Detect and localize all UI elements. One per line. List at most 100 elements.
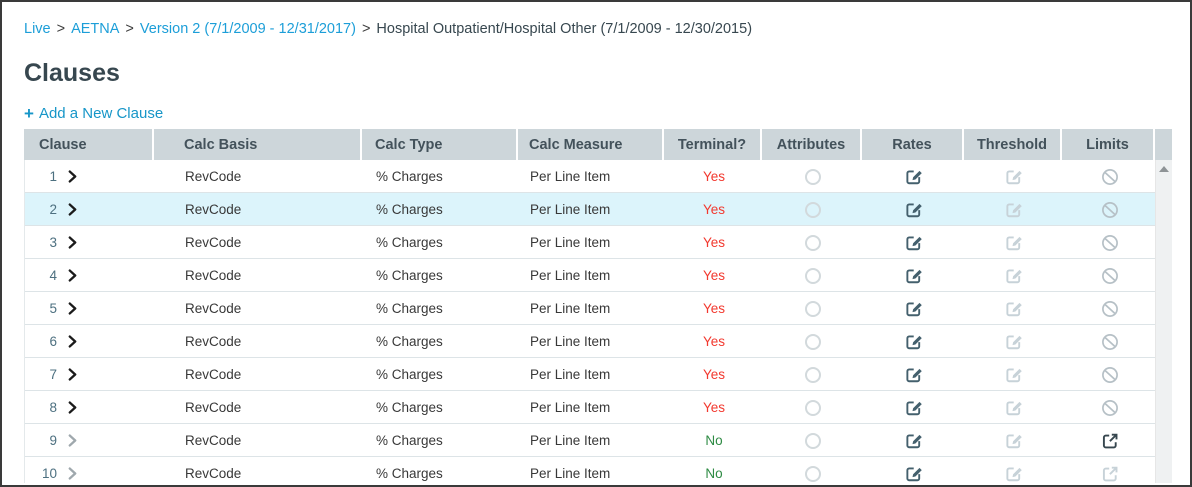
terminal-value: No xyxy=(705,433,723,448)
attributes-radio[interactable] xyxy=(805,267,821,284)
expand-chevron-icon[interactable] xyxy=(68,170,77,183)
attributes-radio[interactable] xyxy=(805,201,821,218)
clause-cell: 3 xyxy=(25,226,155,259)
calc-measure-cell: Per Line Item xyxy=(530,367,611,382)
limits-external-link-icon[interactable] xyxy=(1101,432,1119,450)
threshold-edit-icon xyxy=(1005,234,1023,252)
table-row: 3 RevCode % Charges Per Line Item Yes xyxy=(25,226,1156,259)
breadcrumb-link[interactable]: AETNA xyxy=(71,21,120,37)
expand-chevron-icon[interactable] xyxy=(68,236,77,249)
threshold-edit-icon xyxy=(1005,399,1023,417)
clause-cell: 9 xyxy=(25,424,155,457)
attributes-radio[interactable] xyxy=(805,432,821,449)
calc-basis-cell: RevCode xyxy=(185,202,242,217)
rates-cell xyxy=(863,358,965,391)
terminal-cell: Yes xyxy=(665,193,763,226)
attributes-radio[interactable] xyxy=(805,234,821,251)
calc-measure-cell: Per Line Item xyxy=(530,334,611,349)
attributes-radio[interactable] xyxy=(805,333,821,350)
terminal-value: Yes xyxy=(702,367,726,382)
rates-edit-icon[interactable] xyxy=(905,432,923,450)
expand-chevron-icon[interactable] xyxy=(68,368,77,381)
calc-measure-cell: Per Line Item xyxy=(530,169,611,184)
table-row: 10 RevCode % Charges Per Line Item No xyxy=(25,457,1156,483)
expand-chevron-icon[interactable] xyxy=(68,401,77,414)
threshold-edit-icon xyxy=(1005,267,1023,285)
header-scrollbar-spacer xyxy=(1155,129,1172,160)
threshold-cell xyxy=(965,193,1063,226)
attributes-cell xyxy=(763,391,863,424)
terminal-value: No xyxy=(705,466,723,481)
attributes-radio[interactable] xyxy=(805,399,821,416)
expand-chevron-icon[interactable] xyxy=(68,335,77,348)
expand-chevron-icon[interactable] xyxy=(68,302,77,315)
breadcrumb-link[interactable]: Live xyxy=(24,21,51,37)
clause-cell: 7 xyxy=(25,358,155,391)
add-new-clause-link[interactable]: + Add a New Clause xyxy=(24,104,163,124)
table-row: 5 RevCode % Charges Per Line Item Yes xyxy=(25,292,1156,325)
calc-type-cell: % Charges xyxy=(376,400,443,415)
attributes-cell xyxy=(763,457,863,483)
clause-number: 2 xyxy=(49,202,57,217)
table-row: 4 RevCode % Charges Per Line Item Yes xyxy=(25,259,1156,292)
attributes-cell xyxy=(763,160,863,193)
table-row: 2 RevCode % Charges Per Line Item Yes xyxy=(25,193,1156,226)
limits-blocked-icon xyxy=(1101,168,1119,186)
calc-type-cell: % Charges xyxy=(376,466,443,481)
rates-edit-icon[interactable] xyxy=(905,201,923,219)
terminal-value: Yes xyxy=(702,334,726,349)
rates-edit-icon[interactable] xyxy=(905,300,923,318)
expand-chevron-icon[interactable] xyxy=(68,269,77,282)
rates-edit-icon[interactable] xyxy=(905,168,923,186)
clause-number: 6 xyxy=(49,334,57,349)
table-scrollbar[interactable] xyxy=(1155,160,1172,483)
limits-blocked-icon xyxy=(1101,399,1119,417)
calc-type-cell: % Charges xyxy=(376,202,443,217)
attributes-radio[interactable] xyxy=(805,300,821,317)
clauses-table: Clause Calc Basis Calc Type Calc Measure Ter… xyxy=(24,129,1172,483)
rates-edit-icon[interactable] xyxy=(905,399,923,417)
limits-blocked-icon xyxy=(1101,300,1119,318)
clause-cell: 8 xyxy=(25,391,155,424)
expand-chevron-icon[interactable] xyxy=(68,434,77,447)
column-header-calc-measure: Calc Measure xyxy=(518,129,664,160)
threshold-edit-icon xyxy=(1005,366,1023,384)
terminal-value: Yes xyxy=(702,202,726,217)
limits-cell xyxy=(1063,226,1156,259)
rates-cell xyxy=(863,424,965,457)
attributes-radio[interactable] xyxy=(805,366,821,383)
breadcrumb-link[interactable]: Version 2 (7/1/2009 - 12/31/2017) xyxy=(139,21,356,37)
rates-edit-icon[interactable] xyxy=(905,234,923,252)
rates-edit-icon[interactable] xyxy=(905,267,923,285)
threshold-edit-icon xyxy=(1005,465,1023,483)
rates-edit-icon[interactable] xyxy=(905,465,923,483)
scroll-up-button[interactable] xyxy=(1156,160,1172,178)
calc-measure-cell: Per Line Item xyxy=(530,466,611,481)
limits-blocked-icon xyxy=(1101,333,1119,351)
calc-basis-cell: RevCode xyxy=(185,301,242,316)
limits-blocked-icon xyxy=(1101,234,1119,252)
terminal-cell: Yes xyxy=(665,325,763,358)
attributes-cell xyxy=(763,193,863,226)
attributes-radio[interactable] xyxy=(805,168,821,185)
attributes-radio[interactable] xyxy=(805,465,821,482)
threshold-cell xyxy=(965,325,1063,358)
calc-type-cell: % Charges xyxy=(376,301,443,316)
expand-chevron-icon[interactable] xyxy=(68,203,77,216)
table-row: 9 RevCode % Charges Per Line Item No xyxy=(25,424,1156,457)
plus-icon: + xyxy=(24,104,34,123)
calc-measure-cell: Per Line Item xyxy=(530,433,611,448)
terminal-cell: Yes xyxy=(665,160,763,193)
terminal-cell: Yes xyxy=(665,226,763,259)
rates-edit-icon[interactable] xyxy=(905,333,923,351)
limits-blocked-icon xyxy=(1101,201,1119,219)
column-header-threshold: Threshold xyxy=(964,129,1062,160)
limits-cell xyxy=(1063,424,1156,457)
expand-chevron-icon[interactable] xyxy=(68,467,77,480)
column-header-terminal: Terminal? xyxy=(664,129,762,160)
threshold-cell xyxy=(965,457,1063,483)
breadcrumb-separator: > xyxy=(361,21,371,37)
table-rows: 1 RevCode % Charges Per Line Item Yes 2 RevCod… xyxy=(24,160,1156,483)
rates-edit-icon[interactable] xyxy=(905,366,923,384)
clause-number: 3 xyxy=(49,235,57,250)
